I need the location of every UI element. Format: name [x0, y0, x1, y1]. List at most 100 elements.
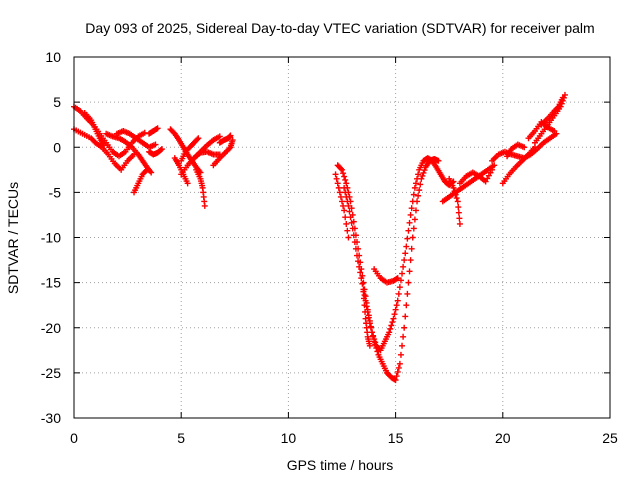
data-point — [360, 279, 367, 286]
data-point — [396, 360, 403, 367]
data-point — [347, 214, 354, 221]
data-point — [456, 215, 463, 222]
data-point — [406, 268, 413, 275]
data-point — [389, 319, 396, 326]
data-point — [410, 225, 417, 232]
y-tick-label: -15 — [41, 275, 61, 291]
data-point — [387, 325, 394, 332]
data-point — [435, 157, 442, 164]
data-point — [342, 214, 349, 221]
data-point — [340, 202, 347, 209]
data-point — [372, 341, 379, 348]
data-point — [337, 193, 344, 200]
x-tick-label: 5 — [177, 430, 185, 446]
data-point — [143, 166, 150, 173]
data-point — [350, 232, 357, 239]
data-point — [454, 198, 461, 205]
data-point — [334, 180, 341, 187]
data-point — [415, 171, 422, 178]
data-point — [408, 245, 415, 252]
data-point — [453, 195, 460, 202]
data-point — [101, 142, 108, 149]
data-point — [332, 171, 339, 178]
data-point — [451, 188, 458, 195]
data-point — [409, 234, 416, 241]
data-point — [351, 239, 358, 246]
data-point — [341, 173, 348, 180]
data-point — [361, 302, 368, 309]
data-point — [148, 169, 155, 176]
data-point — [184, 180, 191, 187]
data-point — [391, 311, 398, 318]
data-point — [392, 377, 399, 384]
data-point — [343, 180, 350, 187]
data-point — [417, 181, 424, 188]
data-point — [388, 322, 395, 329]
data-point — [411, 216, 418, 223]
x-tick-label: 15 — [388, 430, 404, 446]
data-point — [229, 137, 236, 144]
data-point — [365, 314, 372, 321]
y-tick-label: 5 — [53, 94, 61, 110]
data-point — [344, 227, 351, 234]
series-arc-3 — [81, 109, 108, 149]
series-arc-8 — [146, 146, 165, 158]
data-point — [392, 306, 399, 313]
series-arc-15 — [210, 137, 236, 169]
data-point — [418, 175, 425, 182]
data-point — [341, 184, 348, 191]
data-point — [403, 302, 410, 309]
data-point — [342, 189, 349, 196]
axis-ticks: 0 5 10 15 20 25 -30 -25 -20 -15 -10 -5 0 5 10 — [41, 49, 618, 446]
y-tick-label: -10 — [41, 230, 61, 246]
data-point — [349, 225, 356, 232]
data-point — [455, 204, 462, 211]
data-point — [399, 270, 406, 277]
y-tick-label: 0 — [53, 139, 61, 155]
data-point — [152, 141, 159, 148]
y-tick-label: -20 — [41, 320, 61, 336]
series-arc-27 — [504, 141, 528, 160]
data-point — [456, 220, 463, 227]
y-tick-label: -25 — [41, 365, 61, 381]
data-point — [335, 184, 342, 191]
data-point — [157, 146, 164, 153]
data-point — [394, 297, 401, 304]
data-point — [419, 172, 426, 179]
data-point — [405, 279, 412, 286]
data-point — [341, 207, 348, 214]
data-point — [373, 345, 380, 352]
data-point — [397, 277, 404, 284]
data-point — [195, 135, 202, 142]
series-arc-14 — [191, 133, 223, 162]
data-point — [397, 351, 404, 358]
data-point — [402, 313, 409, 320]
data-point — [412, 180, 419, 187]
data-point — [345, 234, 352, 241]
data-point — [407, 257, 414, 264]
data-point — [489, 166, 496, 173]
data-point — [339, 166, 345, 173]
data-point — [343, 220, 350, 227]
series-arc-18 — [332, 171, 352, 241]
data-point — [403, 243, 410, 250]
series-arc-23 — [446, 175, 463, 227]
data-point — [360, 295, 367, 302]
data-point — [394, 275, 401, 282]
y-axis-label: SDTVAR / TECUs — [5, 182, 21, 294]
x-tick-label: 10 — [281, 430, 297, 446]
data-point — [412, 207, 419, 214]
data-point — [400, 263, 407, 270]
data-point — [201, 202, 208, 209]
data-point — [158, 146, 165, 153]
data-point — [343, 193, 350, 200]
data-point — [450, 184, 457, 191]
data-point — [340, 170, 347, 177]
series-arc-16 — [216, 132, 234, 146]
x-axis-label: GPS time / hours — [287, 457, 394, 473]
data-point — [554, 104, 561, 111]
y-tick-label: -30 — [41, 410, 61, 426]
data-point — [339, 198, 345, 205]
data-point — [421, 167, 428, 174]
